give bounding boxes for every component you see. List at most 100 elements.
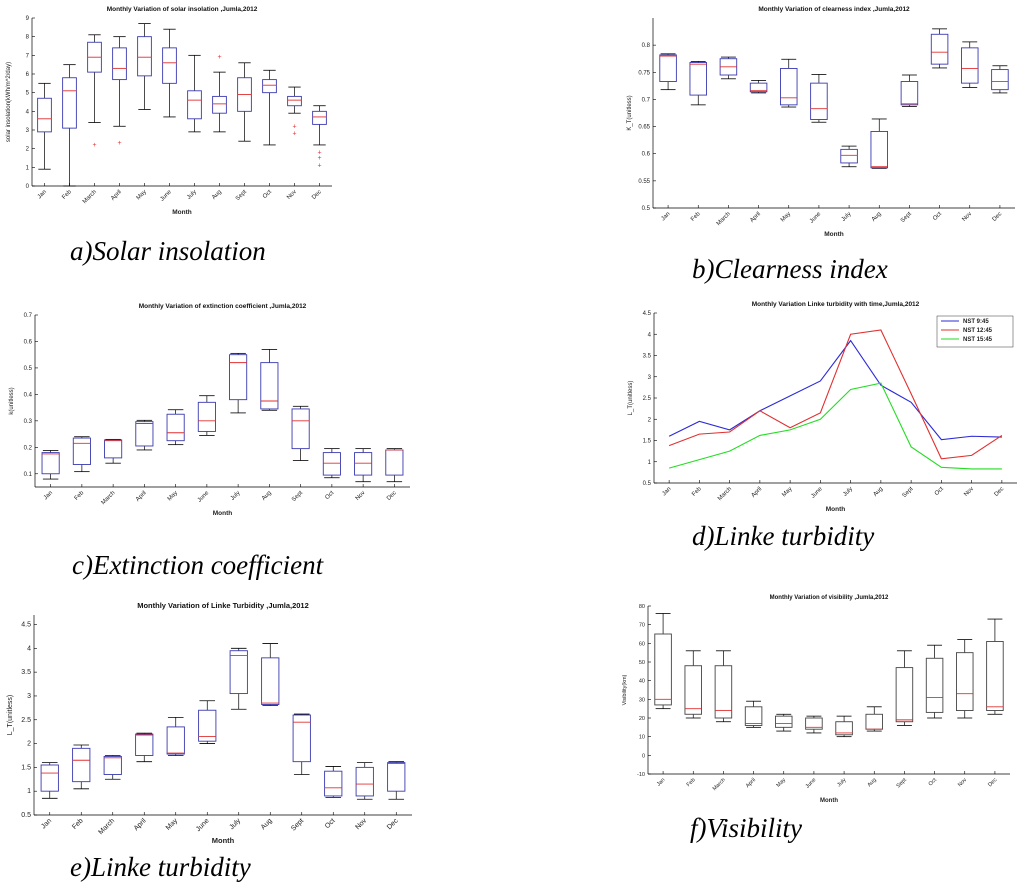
outlier-marker: + [292,123,296,130]
series-line [668,339,1002,441]
x-tick-label: Jan [43,490,54,501]
x-tick-label: Aug [872,486,884,498]
box [659,54,677,82]
y-tick-label: 0.55 [638,179,650,185]
y-tick-label: 30 [639,697,645,703]
outlier-marker: + [317,162,321,169]
x-tick-label: Sept [235,189,248,202]
x-tick-label: Oct [262,189,273,200]
box [262,79,277,94]
box [387,762,406,792]
y-tick-label: 5 [26,91,30,97]
x-tick-label: May [780,211,792,223]
x-tick-label: Dec [987,777,998,788]
y-tick-label: 20 [639,716,645,722]
y-tick-label: 4 [648,332,652,338]
y-tick-label: 9 [26,16,30,22]
y-tick-label: 0 [642,753,645,759]
y-tick-label: 0.7 [24,313,33,319]
box [212,95,227,114]
x-tick-label: April [133,817,148,832]
series-line [668,382,1002,470]
x-tick-label: Feb [71,817,85,831]
box [72,747,91,783]
y-tick-label: 8 [26,35,30,41]
box [287,95,302,107]
legend-label: NST 12:45 [963,328,993,334]
x-tick-label: Oct [932,211,943,222]
outlier-marker: + [92,142,96,149]
box [956,652,974,711]
x-axis-label: Month [172,209,192,216]
box [41,452,60,475]
box [961,47,979,84]
x-tick-label: March [712,777,727,792]
chart-title: Monthly Variation of Linke Turbidity ,Ju… [137,601,309,610]
y-tick-label: 0.6 [24,339,33,345]
y-tick-label: 3 [26,128,30,134]
y-tick-label: 3 [648,375,652,381]
caption-f: f)Visibility [690,813,802,843]
box [835,721,853,736]
x-tick-label: May [776,777,788,789]
chart-title: Monthly Variation of solar insolation ,J… [107,6,258,13]
x-tick-label: Oct [928,777,939,788]
box [135,733,154,756]
chart-svg-f: Monthly Variation of visibility ,Jumla,2… [622,595,1010,804]
y-tick-label: 1 [648,460,652,466]
y-tick-label: 1.5 [643,439,652,445]
box [135,421,154,447]
x-tick-label: Jan [37,189,48,200]
x-tick-label: May [136,189,148,201]
x-tick-label: Oct [934,486,945,497]
x-tick-label: Sept [900,211,913,224]
caption-c: c)Extinction coefficient [72,550,324,580]
box [780,68,798,106]
box [166,726,185,755]
y-tick-label: 2.5 [21,717,31,724]
x-tick-label: June [159,189,173,203]
chart-svg-e: Monthly Variation of Linke Turbidity ,Ju… [7,601,412,845]
y-tick-label: 0.5 [24,366,33,372]
x-tick-label: Sept [290,817,305,832]
outlier-marker: + [317,149,321,156]
x-axis-label: Month [824,231,844,238]
y-tick-label: 1 [27,788,31,795]
box [654,633,672,706]
x-tick-label: June [195,817,211,833]
y-tick-label: 2.5 [643,396,652,402]
chart-title: Monthly Variation of clearness index ,Ju… [758,6,910,13]
box [925,657,944,713]
x-tick-label: Aug [261,490,273,502]
y-axis-label: L_T(unitless) [7,695,14,735]
x-tick-label: March [717,486,733,502]
box [137,36,152,77]
box [810,82,828,120]
box [986,641,1004,711]
y-tick-label: 0.75 [638,70,650,76]
box [322,452,341,476]
y-axis-label: solar insolation(kWh/m^2/day) [6,62,12,142]
box [749,82,768,93]
box [261,657,280,705]
outlier-marker: + [217,54,221,61]
y-axis-label: Visibility(km) [622,674,628,705]
box [229,354,248,401]
x-tick-label: Oct [324,817,337,830]
x-tick-label: July [228,817,242,831]
y-tick-label: 70 [639,623,645,629]
panel-c: Monthly Variation of extinction coeffici… [0,295,420,520]
x-tick-label: Sept [902,486,915,499]
chart-svg-d: Monthly Variation Linke turbidity with t… [628,301,1017,513]
y-tick-label: 0.2 [24,445,33,451]
y-tick-label: 1 [26,165,30,171]
panel-a: Monthly Variation of solar insolation ,J… [0,0,340,220]
x-tick-label: Nov [355,490,367,502]
x-axis-label: Month [212,836,235,845]
x-tick-label: March [82,189,98,205]
x-tick-label: July [836,777,847,788]
x-tick-label: June [810,486,824,500]
box [162,47,177,84]
outlier-marker: + [292,131,296,138]
y-tick-label: 4.5 [21,622,31,629]
